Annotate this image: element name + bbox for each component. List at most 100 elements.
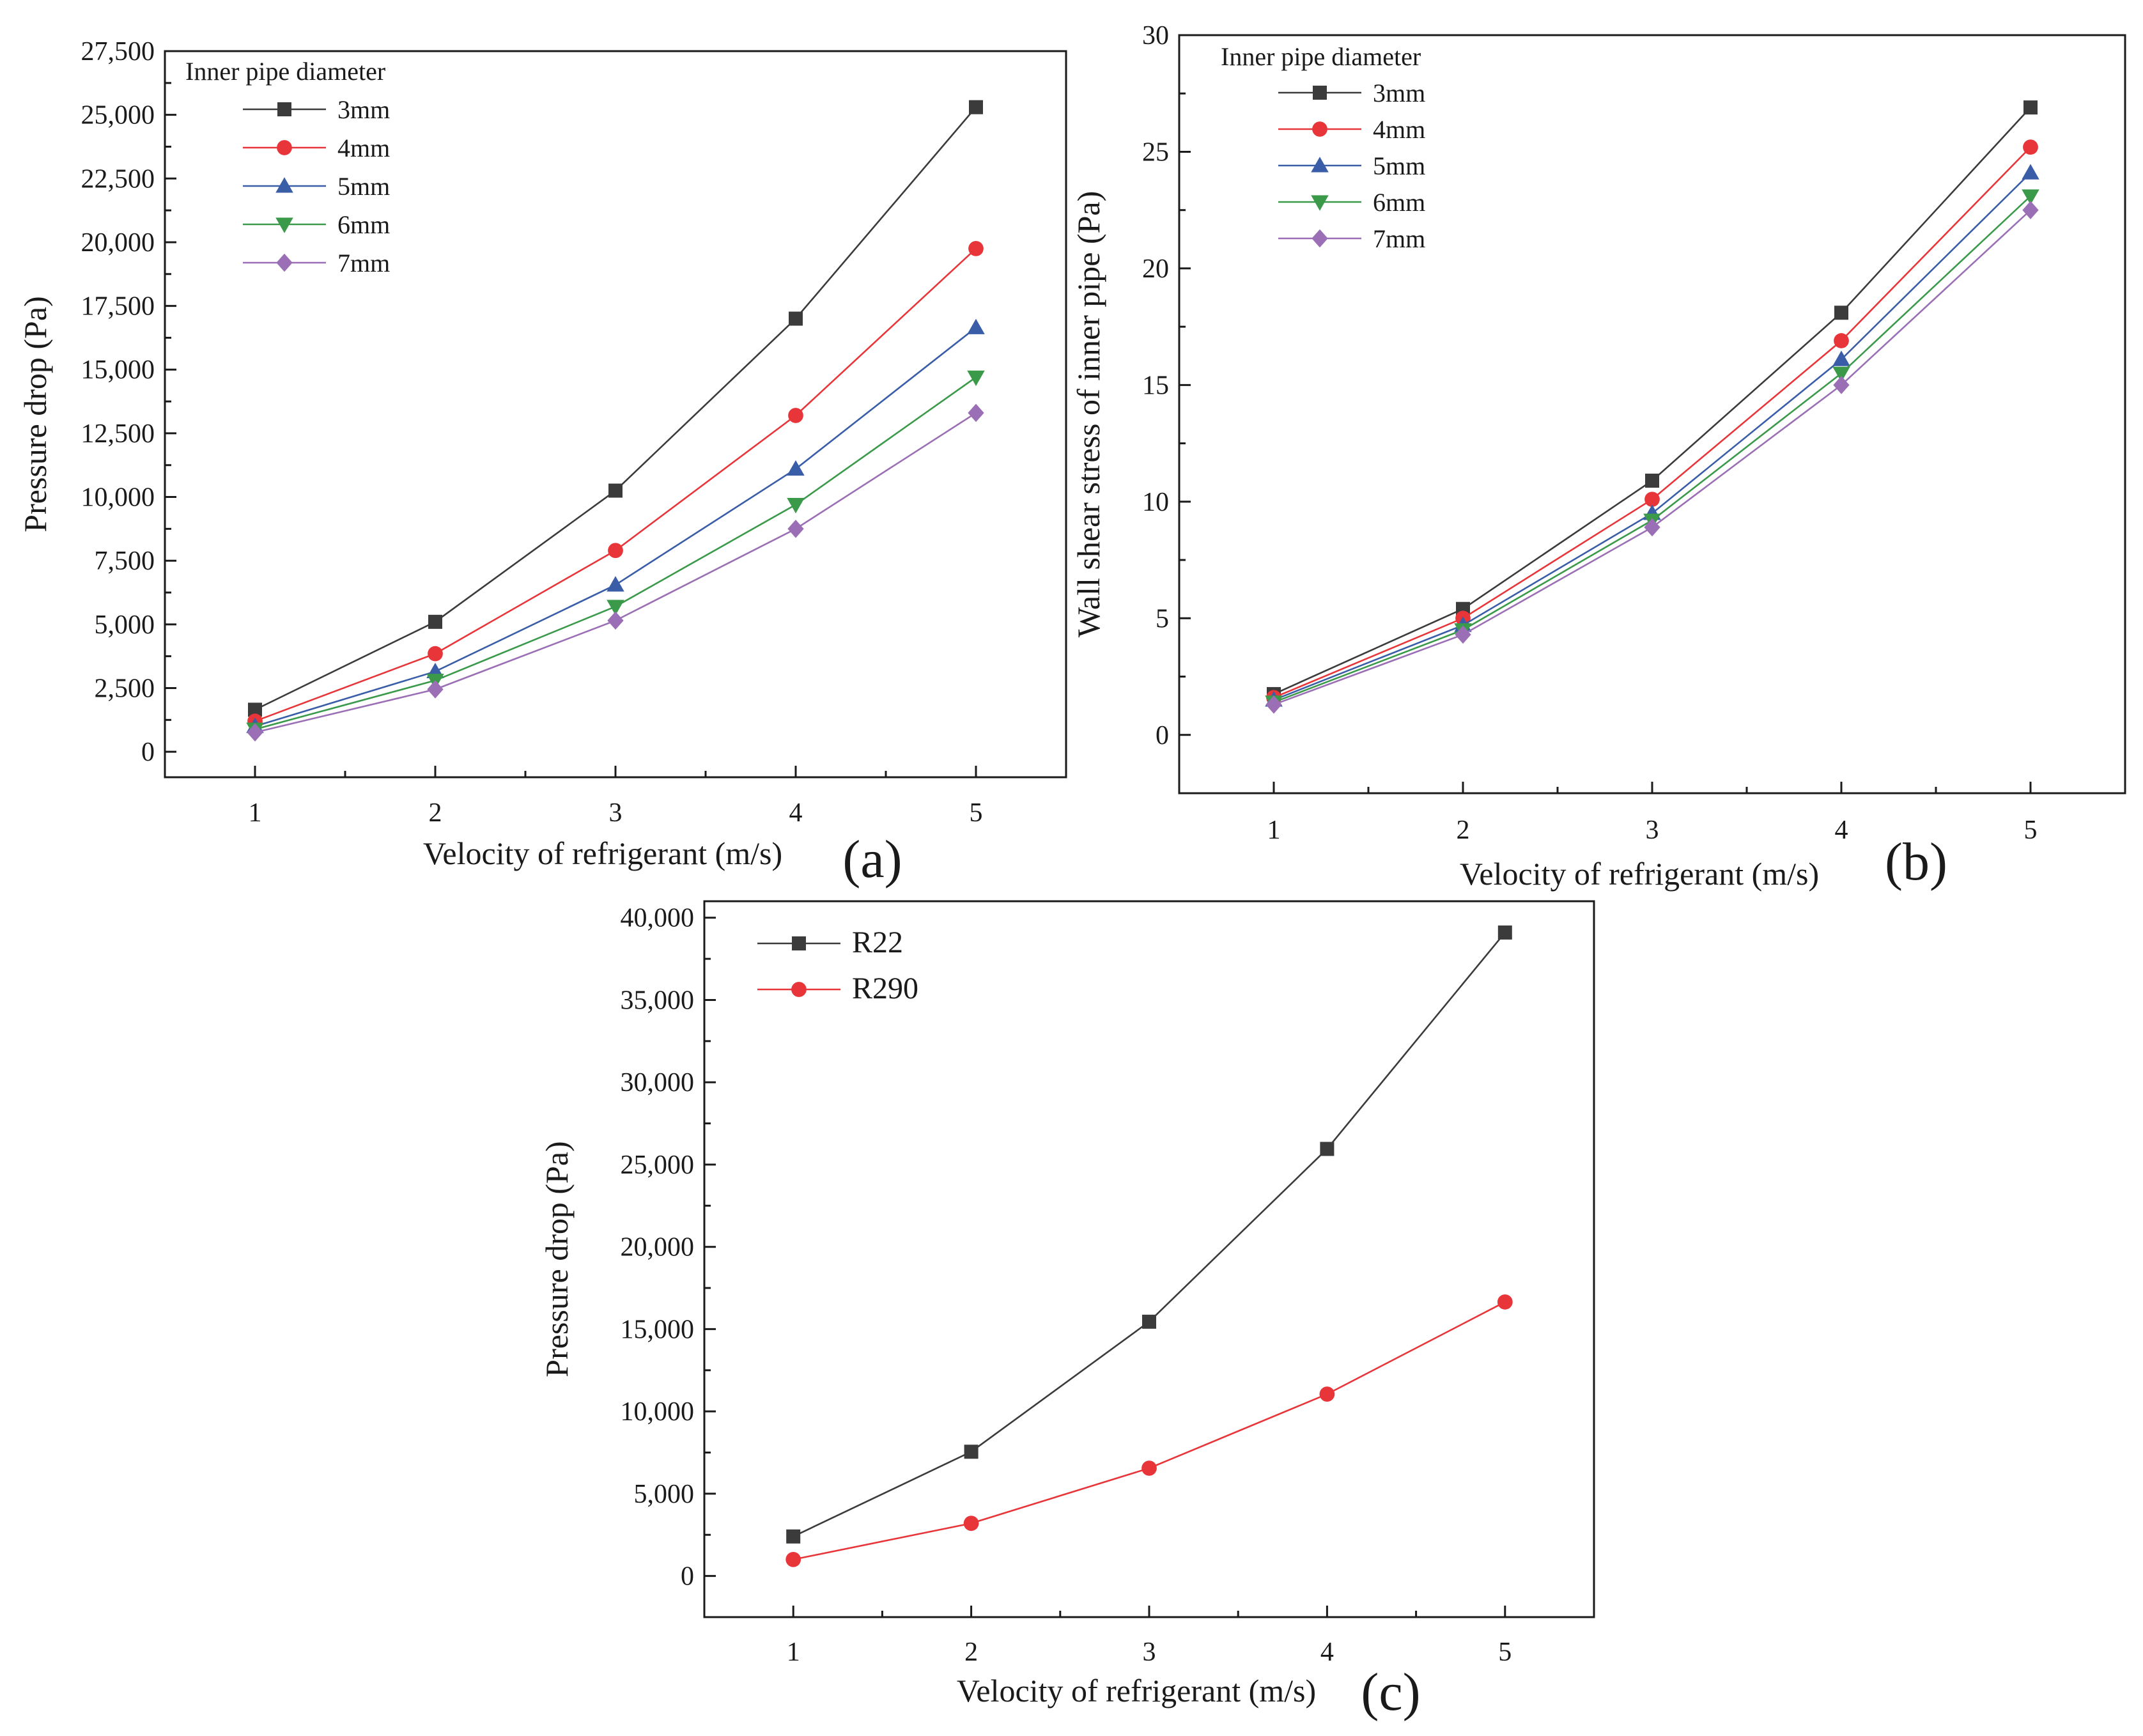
data-point-4mm	[2023, 139, 2038, 155]
panel-c: 1 2 3 4 5 0 5,000 10,000 15,000 20,000 25,000 30,00…	[539, 900, 1595, 1722]
y-tick-label: 5	[1156, 604, 1169, 633]
y-tick-label: 40,000	[621, 904, 695, 933]
y-tick-label: 20,000	[81, 228, 155, 258]
data-point-R290	[1141, 1461, 1157, 1476]
data-point-R290	[785, 1552, 801, 1567]
y-tick-label: 17,500	[81, 292, 155, 322]
y-tick-label: 10,000	[621, 1397, 695, 1427]
data-point-3mm	[608, 483, 623, 498]
legend-marker-7mm	[276, 253, 293, 272]
x-axis-title: Velocity of refrigerant (m/s)	[957, 1673, 1316, 1709]
x-tick-label: 2	[1457, 816, 1470, 845]
y-tick-label: 0	[141, 738, 155, 767]
legend-label-3mm: 3mm	[1373, 79, 1425, 107]
data-point-4mm	[1834, 333, 1849, 348]
x-tick-label: 5	[2024, 816, 2038, 845]
y-tick-label: 10	[1142, 488, 1169, 517]
data-point-5mm	[607, 576, 624, 592]
x-tick-label: 5	[1498, 1638, 1512, 1667]
data-point-5mm	[787, 460, 805, 476]
data-point-3mm	[428, 614, 442, 629]
legend-label-6mm: 6mm	[1373, 188, 1425, 217]
data-point-5mm	[1832, 350, 1850, 366]
series-line-7mm	[254, 412, 977, 734]
y-axis-title: Pressure drop (Pa)	[17, 296, 53, 532]
y-tick-label: 30,000	[621, 1068, 695, 1097]
series-line-R22	[793, 932, 1506, 1538]
data-point-7mm	[1644, 518, 1660, 537]
y-tick-label: 25	[1142, 137, 1169, 167]
legend-label-3mm: 3mm	[337, 95, 390, 124]
x-axis-title: Velocity of refrigerant (m/s)	[1460, 856, 1819, 892]
legend-label-7mm: 7mm	[337, 249, 390, 277]
plot-frame	[703, 900, 1595, 1618]
y-tick-label: 22,500	[81, 164, 155, 194]
y-tick-label: 15,000	[621, 1315, 695, 1344]
legend-label-4mm: 4mm	[337, 134, 390, 162]
data-point-4mm	[608, 543, 623, 559]
y-tick-label: 25,000	[81, 101, 155, 130]
series-line-6mm	[1273, 195, 2031, 703]
legend-marker-6mm	[1311, 195, 1329, 211]
legend-label-R22: R22	[852, 926, 903, 959]
legend-label-5mm: 5mm	[1373, 151, 1425, 180]
y-tick-label: 35,000	[621, 986, 695, 1015]
x-tick-label: 1	[1267, 816, 1281, 845]
x-tick-label: 2	[964, 1638, 978, 1667]
panel-a: 1 2 3 4 5 0 2,500 5,000 7,500 10,000 12,500 15,000 1…	[17, 37, 1067, 889]
x-axis-title: Velocity of refrigerant (m/s)	[423, 835, 782, 871]
y-tick-label: 2,500	[95, 674, 155, 703]
x-tick-label: 1	[787, 1638, 800, 1667]
legend-marker-3mm	[1313, 86, 1327, 100]
data-point-R22	[964, 1445, 979, 1459]
data-point-R22	[1320, 1142, 1335, 1156]
legend-marker-4mm	[1312, 121, 1327, 137]
panel-label: (b)	[1885, 832, 1947, 892]
x-tick-label: 3	[1143, 1638, 1156, 1667]
legend-label-4mm: 4mm	[1373, 115, 1425, 144]
panel-label: (c)	[1361, 1662, 1420, 1722]
x-tick-label: 4	[789, 798, 803, 828]
data-point-4mm	[428, 646, 443, 662]
legend-label-6mm: 6mm	[337, 210, 390, 239]
data-point-7mm	[607, 611, 624, 630]
data-point-6mm	[787, 498, 805, 514]
data-point-7mm	[787, 520, 804, 538]
plot-frame	[1178, 34, 2126, 794]
y-tick-label: 12,500	[81, 419, 155, 449]
data-point-7mm	[1455, 625, 1471, 644]
data-point-5mm	[967, 318, 985, 334]
data-point-7mm	[1265, 695, 1282, 714]
data-point-7mm	[1833, 376, 1850, 394]
legend-marker-5mm	[275, 177, 293, 193]
data-point-R290	[1319, 1386, 1335, 1402]
data-point-3mm	[1834, 306, 1848, 320]
data-point-6mm	[1832, 366, 1850, 382]
data-point-4mm	[788, 408, 803, 423]
x-tick-label: 1	[249, 798, 262, 828]
y-tick-label: 20	[1142, 254, 1169, 284]
y-tick-label: 5,000	[95, 610, 155, 640]
panel-label: (a)	[842, 830, 902, 889]
data-point-R290	[1497, 1294, 1513, 1310]
y-tick-label: 15	[1142, 371, 1169, 400]
y-tick-label: 20,000	[621, 1233, 695, 1262]
legend-marker-R22	[792, 936, 806, 950]
series-line-R290	[793, 1301, 1506, 1561]
y-tick-label: 15,000	[81, 355, 155, 385]
x-tick-label: 4	[1835, 816, 1848, 845]
x-tick-label: 3	[1646, 816, 1659, 845]
data-point-3mm	[2023, 100, 2038, 115]
legend-label-5mm: 5mm	[337, 172, 390, 201]
data-point-7mm	[2022, 201, 2039, 219]
data-point-R22	[786, 1529, 801, 1544]
y-tick-label: 0	[681, 1562, 694, 1592]
x-tick-label: 4	[1320, 1638, 1334, 1667]
legend-marker-3mm	[277, 102, 291, 116]
data-point-R22	[1142, 1314, 1156, 1329]
y-tick-label: 5,000	[634, 1480, 695, 1509]
data-point-3mm	[248, 702, 262, 717]
x-tick-label: 2	[429, 798, 442, 828]
data-point-R290	[963, 1515, 979, 1531]
